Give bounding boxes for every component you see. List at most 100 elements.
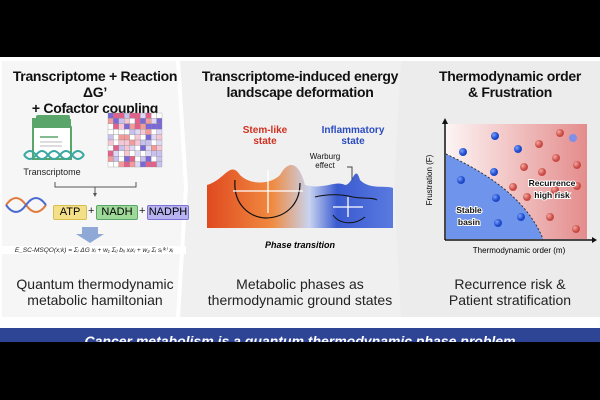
matrix-cell bbox=[118, 123, 125, 130]
high-risk-sample-point bbox=[535, 140, 543, 148]
matrix-cell bbox=[145, 112, 152, 119]
matrix-cell bbox=[107, 156, 114, 162]
high-risk-sample-point bbox=[556, 129, 564, 137]
phase-boundary bbox=[445, 153, 544, 240]
matrix-cell bbox=[140, 150, 146, 157]
width-depth-arrows bbox=[233, 170, 363, 217]
merge-bracket bbox=[54, 182, 137, 194]
matrix-cell bbox=[124, 118, 130, 124]
panel-1-caption: Quantum thermodynamic metabolic hamilton… bbox=[16, 276, 174, 308]
stable-sample-point bbox=[492, 194, 500, 202]
matrix-cell bbox=[134, 129, 141, 135]
matrix-cell bbox=[113, 112, 119, 119]
matrix-cell bbox=[113, 150, 119, 157]
matrix-cell bbox=[124, 123, 130, 130]
stem-like-state-label: Stem-like state bbox=[242, 125, 288, 147]
matrix-cell bbox=[107, 123, 114, 130]
matrix-cell bbox=[134, 123, 141, 130]
stable-sample-point bbox=[490, 168, 498, 176]
panel-3-title: Thermodynamic order & Frustration bbox=[438, 68, 582, 100]
cofactor-atp: ATP bbox=[53, 205, 87, 220]
high-risk-sample-point bbox=[538, 168, 546, 176]
matrix-cell bbox=[151, 118, 157, 124]
matrix-cell bbox=[129, 129, 136, 135]
high-risk-sample-point bbox=[551, 186, 559, 194]
landscape-surface bbox=[207, 164, 393, 228]
x-axis-label: Thermodynamic order (m) bbox=[473, 246, 566, 255]
matrix-cell bbox=[151, 161, 157, 168]
matrix-cell bbox=[118, 156, 125, 162]
matrix-cell bbox=[113, 145, 119, 151]
matrix-cell bbox=[124, 150, 130, 157]
matrix-cell bbox=[124, 161, 130, 168]
warburg-effect-annotation: Warburg effect bbox=[309, 152, 341, 170]
stable-basin-label-2: basin bbox=[458, 217, 480, 227]
transcriptome-label: Transcriptome bbox=[23, 167, 80, 177]
matrix-cell bbox=[134, 139, 141, 146]
matrix-cell bbox=[156, 134, 163, 141]
matrix-cell bbox=[129, 123, 136, 130]
matrix-cell bbox=[156, 123, 163, 130]
inflammatory-state-label: Inflammatory state bbox=[321, 125, 385, 147]
matrix-cell bbox=[107, 150, 114, 157]
matrix-cell bbox=[156, 139, 163, 146]
matrix-cell bbox=[129, 118, 136, 124]
phase-diagram: Frustration (F) Thermodynamic order (m) … bbox=[425, 118, 597, 255]
matrix-cell bbox=[145, 118, 152, 124]
matrix-cell bbox=[156, 150, 163, 157]
matrix-cell bbox=[134, 145, 141, 151]
matrix-cell bbox=[124, 134, 130, 141]
matrix-cell bbox=[107, 129, 114, 135]
matrix-cell bbox=[156, 145, 163, 151]
phase-transition-label: Phase transition bbox=[264, 240, 336, 250]
matrix-cell bbox=[113, 123, 119, 130]
matrix-cell bbox=[107, 145, 114, 151]
matrix-cell bbox=[151, 150, 157, 157]
matrix-cell bbox=[140, 145, 146, 151]
matrix-cell bbox=[118, 161, 125, 168]
panel-2-caption: Metabolic phases as thermodynamic ground… bbox=[207, 276, 393, 308]
matrix-cell bbox=[140, 118, 146, 124]
matrix-cell bbox=[145, 156, 152, 162]
y-axis-label: Frustration (F) bbox=[425, 154, 434, 205]
matrix-cell bbox=[134, 118, 141, 124]
matrix-cell bbox=[113, 129, 119, 135]
matrix-cell bbox=[140, 161, 146, 168]
matrix-cell bbox=[145, 145, 152, 151]
sample-point bbox=[569, 134, 577, 142]
cofactor-nadph: NADPH bbox=[147, 205, 189, 220]
matrix-cell bbox=[140, 129, 146, 135]
matrix-cell bbox=[113, 139, 119, 146]
matrix-cell bbox=[118, 150, 125, 157]
cofactor-nadh: NADH bbox=[96, 205, 138, 220]
matrix-cell bbox=[134, 112, 141, 119]
matrix-cell bbox=[145, 134, 152, 141]
matrix-cell bbox=[113, 118, 119, 124]
matrix-cell bbox=[129, 134, 136, 141]
high-risk-label-2: high risk bbox=[534, 190, 570, 200]
matrix-cell bbox=[134, 156, 141, 162]
matrix-cell bbox=[118, 139, 125, 146]
high-risk-sample-point bbox=[573, 182, 581, 190]
matrix-cell bbox=[124, 139, 130, 146]
high-risk-sample-point bbox=[546, 213, 554, 221]
banner-text: Cancer metabolism is a quantum thermodyn… bbox=[84, 333, 516, 342]
matrix-cell bbox=[151, 145, 157, 151]
dna-helix-icon bbox=[5, 197, 47, 213]
matrix-cell bbox=[151, 123, 157, 130]
matrix-cell bbox=[151, 134, 157, 141]
high-risk-sample-point bbox=[520, 163, 528, 171]
matrix-cell bbox=[140, 139, 146, 146]
panel-1-title: Transcriptome + Reaction ΔG’ + Cofactor … bbox=[12, 68, 178, 116]
matrix-cell bbox=[156, 161, 163, 168]
energy-landscape bbox=[207, 164, 393, 228]
stable-sample-point bbox=[517, 213, 525, 221]
matrix-cell bbox=[107, 139, 114, 146]
down-arrow-icon bbox=[76, 227, 104, 243]
matrix-cell bbox=[129, 161, 136, 168]
matrix-cell bbox=[145, 123, 152, 130]
matrix-cell bbox=[124, 129, 130, 135]
matrix-cell bbox=[118, 118, 125, 124]
stable-basin-label-1: Stable bbox=[456, 205, 482, 215]
matrix-cell bbox=[129, 150, 136, 157]
